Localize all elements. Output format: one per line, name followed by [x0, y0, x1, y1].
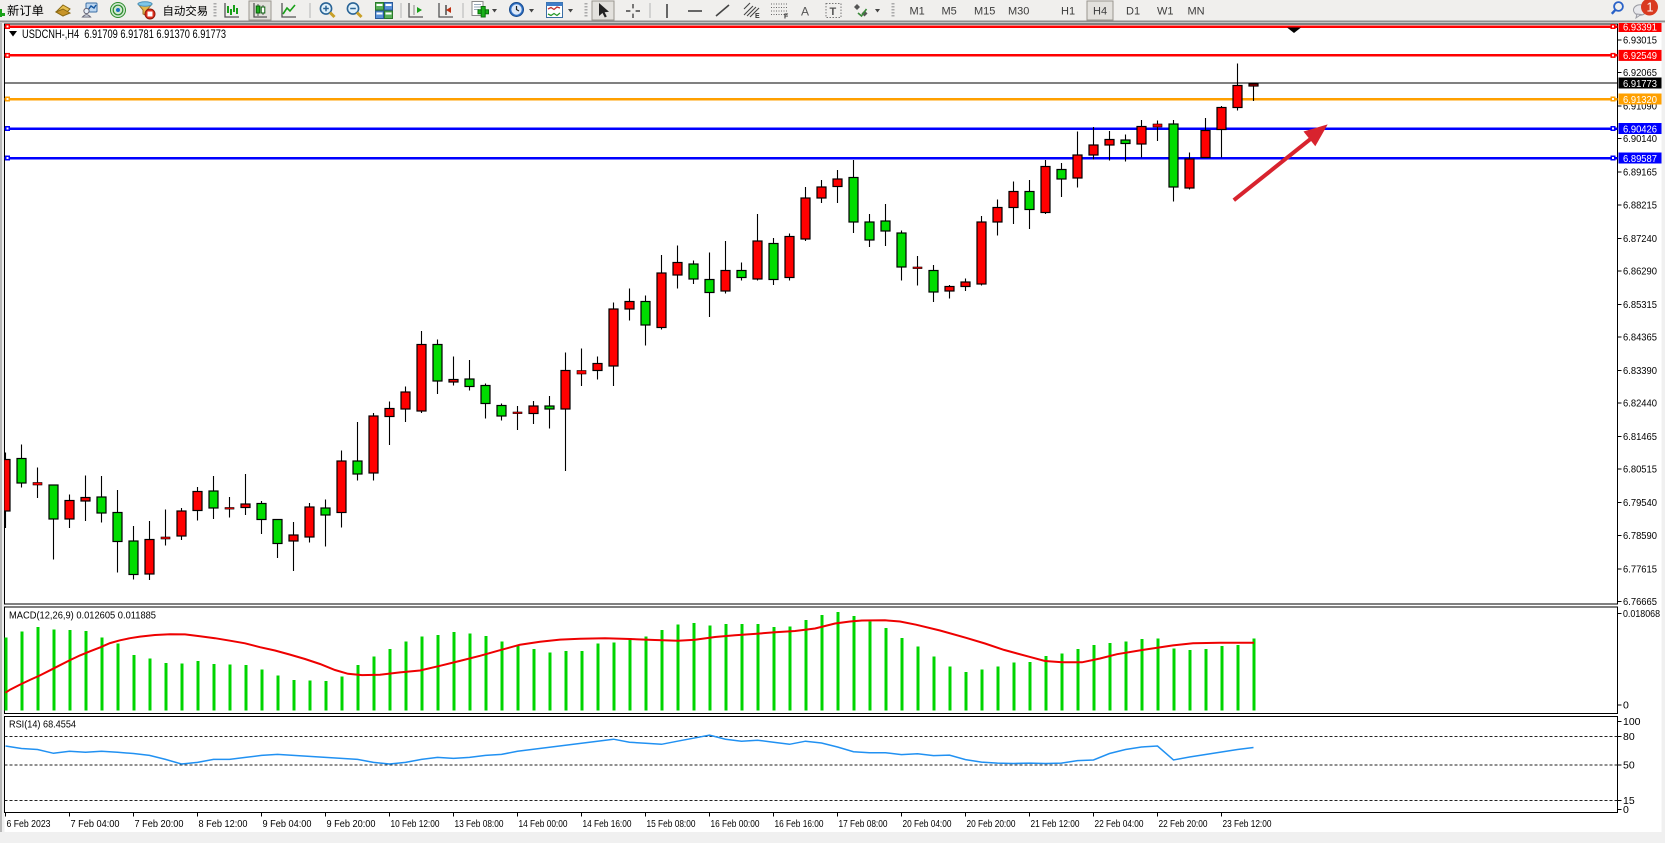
svg-text:10 Feb 12:00: 10 Feb 12:00: [391, 818, 440, 830]
svg-text:6.87240: 6.87240: [1623, 233, 1657, 245]
svg-text:D1: D1: [1126, 6, 1140, 18]
svg-text:17 Feb 08:00: 17 Feb 08:00: [839, 818, 888, 830]
svg-text:7 Feb 04:00: 7 Feb 04:00: [71, 818, 120, 830]
svg-text:16 Feb 00:00: 16 Feb 00:00: [711, 818, 760, 830]
svg-text:7 Feb 20:00: 7 Feb 20:00: [135, 818, 184, 830]
svg-text:M1: M1: [910, 6, 925, 18]
svg-text:14 Feb 16:00: 14 Feb 16:00: [583, 818, 632, 830]
svg-text:8 Feb 12:00: 8 Feb 12:00: [199, 818, 248, 830]
svg-text:0.018068: 0.018068: [1623, 608, 1660, 620]
svg-text:M15: M15: [974, 6, 995, 18]
svg-text:MACD(12,26,9) 0.012605 0.01188: MACD(12,26,9) 0.012605 0.011885: [9, 610, 156, 622]
svg-text:0: 0: [1623, 804, 1629, 816]
svg-text:23 Feb 12:00: 23 Feb 12:00: [1223, 818, 1272, 830]
svg-text:RSI(14) 68.4554: RSI(14) 68.4554: [9, 719, 76, 731]
svg-text:14 Feb 00:00: 14 Feb 00:00: [519, 818, 568, 830]
svg-text:9 Feb 04:00: 9 Feb 04:00: [263, 818, 312, 830]
svg-text:6.91773: 6.91773: [1623, 78, 1657, 90]
svg-text:T: T: [830, 6, 837, 18]
svg-text:USDCNH-,H4 6.91709 6.91781 6.: USDCNH-,H4 6.91709 6.91781 6.91370 6.917…: [22, 27, 226, 41]
svg-text:6 Feb 2023: 6 Feb 2023: [7, 818, 51, 830]
svg-text:F: F: [784, 14, 789, 21]
svg-text:80: 80: [1623, 731, 1635, 743]
svg-text:15 Feb 08:00: 15 Feb 08:00: [647, 818, 696, 830]
svg-text:6.91320: 6.91320: [1623, 94, 1657, 106]
svg-text:6.90426: 6.90426: [1623, 123, 1657, 135]
svg-text:6.89165: 6.89165: [1623, 167, 1657, 179]
svg-text:6.76665: 6.76665: [1623, 596, 1657, 608]
svg-text:13 Feb 08:00: 13 Feb 08:00: [455, 818, 504, 830]
svg-text:1: 1: [1647, 1, 1654, 15]
svg-text:6.92549: 6.92549: [1623, 50, 1657, 62]
svg-text:6.78590: 6.78590: [1623, 530, 1657, 542]
svg-text:50: 50: [1623, 760, 1635, 772]
svg-text:6.77615: 6.77615: [1623, 563, 1657, 575]
svg-text:20 Feb 20:00: 20 Feb 20:00: [967, 818, 1016, 830]
svg-text:E: E: [755, 13, 760, 20]
svg-text:6.88215: 6.88215: [1623, 199, 1657, 211]
svg-text:6.81465: 6.81465: [1623, 431, 1657, 443]
svg-text:9 Feb 20:00: 9 Feb 20:00: [327, 818, 376, 830]
svg-text:22 Feb 20:00: 22 Feb 20:00: [1159, 818, 1208, 830]
svg-text:16 Feb 16:00: 16 Feb 16:00: [775, 818, 824, 830]
svg-text:H1: H1: [1061, 6, 1075, 18]
svg-text:W1: W1: [1157, 6, 1174, 18]
svg-text:0: 0: [1623, 700, 1629, 712]
svg-text:6.79540: 6.79540: [1623, 497, 1657, 509]
svg-text:H4: H4: [1093, 6, 1107, 18]
svg-text:6.82440: 6.82440: [1623, 398, 1657, 410]
svg-text:M30: M30: [1008, 6, 1029, 18]
svg-text:21 Feb 12:00: 21 Feb 12:00: [1031, 818, 1080, 830]
svg-text:6.80515: 6.80515: [1623, 464, 1657, 476]
svg-text:6.93015: 6.93015: [1623, 35, 1657, 47]
svg-text:6.84365: 6.84365: [1623, 332, 1657, 344]
svg-text:M5: M5: [942, 6, 957, 18]
svg-text:6.85315: 6.85315: [1623, 299, 1657, 311]
svg-text:6.89587: 6.89587: [1623, 153, 1657, 165]
svg-text:22 Feb 04:00: 22 Feb 04:00: [1095, 818, 1144, 830]
svg-text:100: 100: [1623, 716, 1641, 728]
svg-text:A: A: [801, 5, 809, 19]
svg-text:6.86290: 6.86290: [1623, 265, 1657, 277]
svg-text:MN: MN: [1188, 6, 1205, 18]
svg-text:6.83390: 6.83390: [1623, 365, 1657, 377]
svg-text:20 Feb 04:00: 20 Feb 04:00: [903, 818, 952, 830]
